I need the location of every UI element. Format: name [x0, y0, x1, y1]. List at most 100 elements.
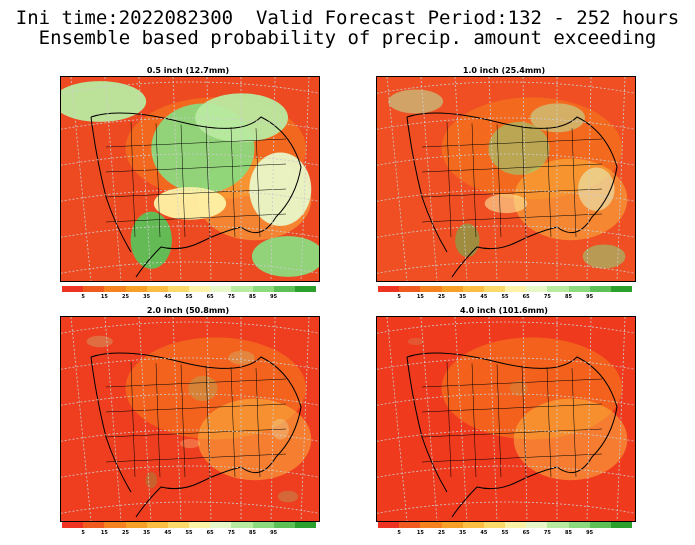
colorbar-swatch: [589, 522, 611, 528]
colorbar-swatch: [273, 286, 295, 292]
colorbar-tick-label: 75: [543, 530, 551, 536]
colorbar-swatch: [189, 286, 211, 292]
colorbar-tick-label: 5: [397, 294, 401, 300]
probability-region: [488, 121, 550, 175]
colorbar-tick-label: 85: [565, 294, 572, 300]
colorbar-panel-2: [378, 286, 633, 292]
probability-region: [510, 380, 528, 397]
colorbar-tick-label: 65: [522, 530, 530, 536]
colorbar-tick-label: 5: [81, 294, 85, 300]
colorbar-swatch: [610, 522, 633, 528]
map-panel-0p5-inch: [60, 76, 320, 282]
colorbar-swatch: [294, 286, 317, 292]
probability-region: [513, 398, 628, 481]
header-title-line2: Ensemble based probability of precip. am…: [38, 27, 657, 49]
probability-region: [61, 81, 147, 122]
colorbar-tick-label: 45: [164, 530, 172, 536]
colorbar-swatch: [273, 522, 295, 528]
colorbar-swatch: [568, 286, 590, 292]
state-boundaries: [421, 361, 603, 478]
colorbar-swatch: [294, 522, 317, 528]
probability-region: [530, 103, 585, 133]
colorbar-swatch: [167, 286, 190, 292]
colorbar-tick-label: 95: [586, 294, 594, 300]
map-svg: [377, 77, 635, 281]
colorbar-tick-label: 35: [459, 294, 467, 300]
colorbar-swatch: [420, 522, 442, 528]
probability-region: [407, 337, 424, 345]
probability-region: [179, 438, 201, 449]
map-panel-2p0-inch: [60, 316, 320, 522]
colorbar-swatch: [252, 286, 274, 292]
colorbar-swatch: [462, 522, 484, 528]
colorbar-tick-label: 95: [270, 294, 278, 300]
colorbar-tick-label: 65: [206, 530, 214, 536]
probability-region: [195, 93, 289, 143]
colorbar-tick-label: 5: [81, 530, 85, 536]
colorbar-panel-4: [378, 522, 633, 528]
colorbar-swatch: [483, 522, 506, 528]
colorbar-tick-label: 45: [480, 294, 488, 300]
map-svg: [61, 317, 319, 521]
colorbar-swatch: [547, 286, 569, 292]
colorbar-swatch: [420, 286, 442, 292]
colorbar-tick-label: 25: [438, 530, 445, 536]
probability-region: [145, 472, 158, 489]
colorbar-tick-label: 55: [501, 530, 509, 536]
colorbar-tick-label: 45: [480, 530, 488, 536]
colorbar-swatch: [399, 286, 421, 292]
colorbar-tick-label: 85: [565, 530, 572, 536]
map-panel-4p0-inch: [376, 316, 636, 522]
colorbar-tick-label: 55: [185, 294, 193, 300]
colorbar-swatch: [526, 522, 548, 528]
colorbar-swatch: [83, 286, 105, 292]
probability-region: [86, 335, 113, 348]
colorbar-swatch: [462, 286, 484, 292]
colorbar-swatch: [441, 522, 463, 528]
colorbar-swatch: [231, 522, 253, 528]
panel-title-0p5: 0.5 inch (12.7mm): [146, 66, 230, 75]
colorbar-swatch: [125, 522, 147, 528]
colorbar-swatch: [589, 286, 611, 292]
colorbar-swatch: [526, 286, 548, 292]
panel-title-1p0: 1.0 inch (25.4mm): [462, 66, 546, 75]
colorbar-swatch: [441, 286, 463, 292]
colorbar-tick-label: 35: [459, 530, 467, 536]
colorbar-tick-label: 35: [143, 294, 151, 300]
probability-region: [153, 187, 227, 220]
colorbar-tick-label: 35: [143, 530, 151, 536]
colorbar-tick-label: 45: [164, 294, 172, 300]
colorbar-tick-label: 15: [416, 530, 424, 536]
colorbar-tick-label: 95: [586, 530, 594, 536]
colorbar-swatch: [378, 286, 400, 292]
probability-region: [388, 89, 444, 114]
lat-lon-graticule: [61, 317, 319, 521]
colorbar-swatch: [125, 286, 147, 292]
colorbar-swatch: [505, 522, 527, 528]
colorbar-swatch: [378, 522, 400, 528]
map-svg: [377, 317, 635, 521]
colorbar-swatch: [62, 286, 84, 292]
colorbar-swatch: [167, 522, 190, 528]
colorbar-tick-label: 75: [227, 530, 235, 536]
colorbar-tick-label: 65: [206, 294, 214, 300]
colorbar-tick-label: 55: [501, 294, 509, 300]
probability-region: [277, 490, 299, 503]
colorbar-panel-3: [62, 522, 317, 528]
probability-region: [130, 211, 172, 269]
colorbar-swatch: [146, 522, 168, 528]
colorbar-swatch: [252, 522, 274, 528]
coastline: [90, 112, 302, 278]
colorbar-swatch: [547, 522, 569, 528]
probability-region: [484, 193, 528, 214]
probability-region: [197, 398, 312, 481]
colorbar-labels-panel-2: 5 15 25 35 45 55 65 75 85 95: [378, 294, 632, 302]
probability-region: [582, 244, 626, 269]
coastline: [406, 112, 618, 278]
colorbar-swatch: [104, 286, 126, 292]
colorbar-swatch: [189, 522, 211, 528]
colorbar-tick-label: 75: [227, 294, 235, 300]
colorbar-tick-label: 75: [543, 294, 551, 300]
lat-lon-graticule: [61, 77, 319, 281]
colorbar-swatch: [210, 286, 232, 292]
